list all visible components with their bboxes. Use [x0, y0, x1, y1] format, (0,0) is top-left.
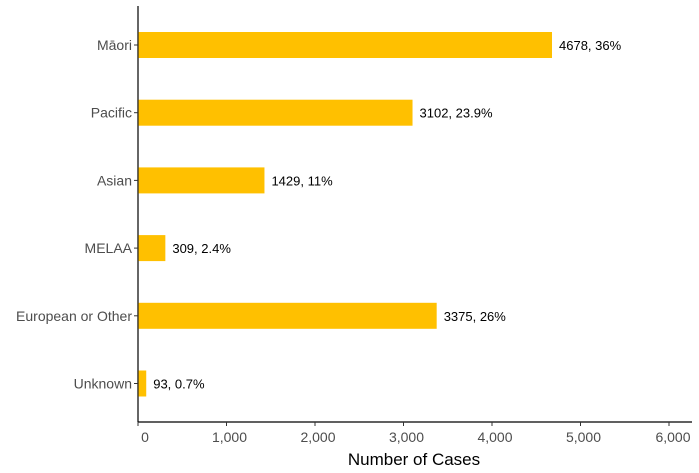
data-label: 3102, 23.9%	[420, 106, 493, 121]
x-tick-label: 1,000	[212, 429, 247, 445]
data-label: 3375, 26%	[444, 309, 507, 324]
bar	[138, 32, 553, 58]
category-label: Unknown	[74, 376, 132, 392]
x-tick-label: 3,000	[389, 429, 424, 445]
x-axis-title: Number of Cases	[348, 450, 480, 469]
category-label: Asian	[97, 172, 132, 188]
x-tick-label: 0	[141, 429, 149, 445]
bar	[138, 167, 265, 194]
data-label: 93, 0.7%	[153, 377, 205, 392]
category-label: European or Other	[16, 308, 132, 324]
category-label: MELAA	[85, 240, 133, 256]
category-label: Māori	[97, 37, 132, 53]
data-label: 4678, 36%	[559, 38, 622, 53]
bar	[138, 99, 413, 126]
data-label: 1429, 11%	[271, 173, 333, 188]
x-tick-label: 5,000	[566, 429, 601, 445]
bar	[138, 370, 147, 397]
data-label: 309, 2.4%	[172, 241, 231, 256]
bars-group: Māori 4678, 36% Pacific 3102, 23.9% Asian 142…	[16, 32, 622, 397]
bar	[138, 235, 166, 262]
x-tick-label: 2,000	[300, 429, 335, 445]
x-tick-label: 4,000	[477, 429, 512, 445]
x-tick-label: 6,000	[655, 429, 690, 445]
bar	[138, 302, 437, 329]
x-ticks-group: 0 1,000 2,000 3,000 4,000 5,000 6,000	[137, 422, 691, 445]
category-label: Pacific	[91, 105, 132, 121]
